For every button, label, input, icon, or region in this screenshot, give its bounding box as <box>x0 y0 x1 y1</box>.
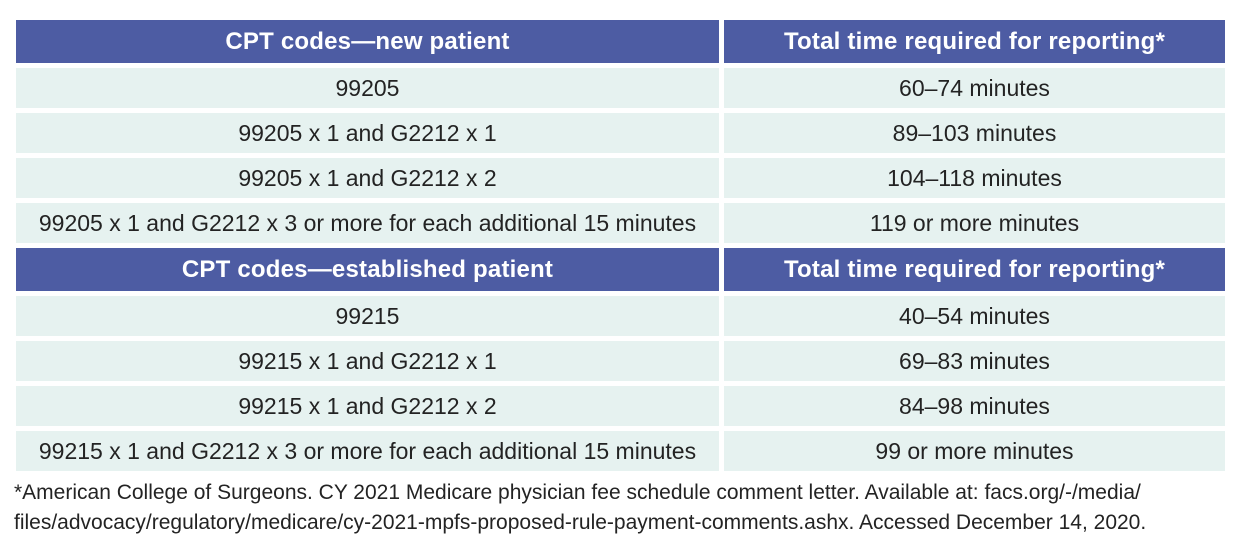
column-header-cpt-codes: CPT codes—established patient <box>16 248 719 291</box>
footnote-line-1: *American College of Surgeons. CY 2021 M… <box>14 481 1141 504</box>
footnote-line-2: files/advocacy/regulatory/medicare/cy-20… <box>14 511 1147 534</box>
cell-time-range: 69–83 minutes <box>724 341 1225 381</box>
column-header-cpt-codes: CPT codes—new patient <box>16 20 719 63</box>
cell-cpt-code: 99215 x 1 and G2212 x 1 <box>16 341 719 381</box>
cpt-table: CPT codes—new patient Total time required… <box>16 20 1225 471</box>
cell-cpt-code: 99205 x 1 and G2212 x 3 or more for each… <box>16 203 719 243</box>
cell-cpt-code: 99205 x 1 and G2212 x 1 <box>16 113 719 153</box>
cell-time-range: 104–118 minutes <box>724 158 1225 198</box>
cell-cpt-code: 99215 x 1 and G2212 x 3 or more for each… <box>16 431 719 471</box>
cell-time-range: 119 or more minutes <box>724 203 1225 243</box>
cell-time-range: 84–98 minutes <box>724 386 1225 426</box>
cell-time-range: 40–54 minutes <box>724 296 1225 336</box>
cell-cpt-code: 99215 x 1 and G2212 x 2 <box>16 386 719 426</box>
cell-time-range: 60–74 minutes <box>724 68 1225 108</box>
column-header-total-time: Total time required for reporting* <box>724 248 1225 291</box>
cell-cpt-code: 99205 <box>16 68 719 108</box>
cell-time-range: 89–103 minutes <box>724 113 1225 153</box>
column-header-total-time: Total time required for reporting* <box>724 20 1225 63</box>
cell-cpt-code: 99215 <box>16 296 719 336</box>
cell-cpt-code: 99205 x 1 and G2212 x 2 <box>16 158 719 198</box>
footnote: *American College of Surgeons. CY 2021 M… <box>14 478 1229 538</box>
cell-time-range: 99 or more minutes <box>724 431 1225 471</box>
